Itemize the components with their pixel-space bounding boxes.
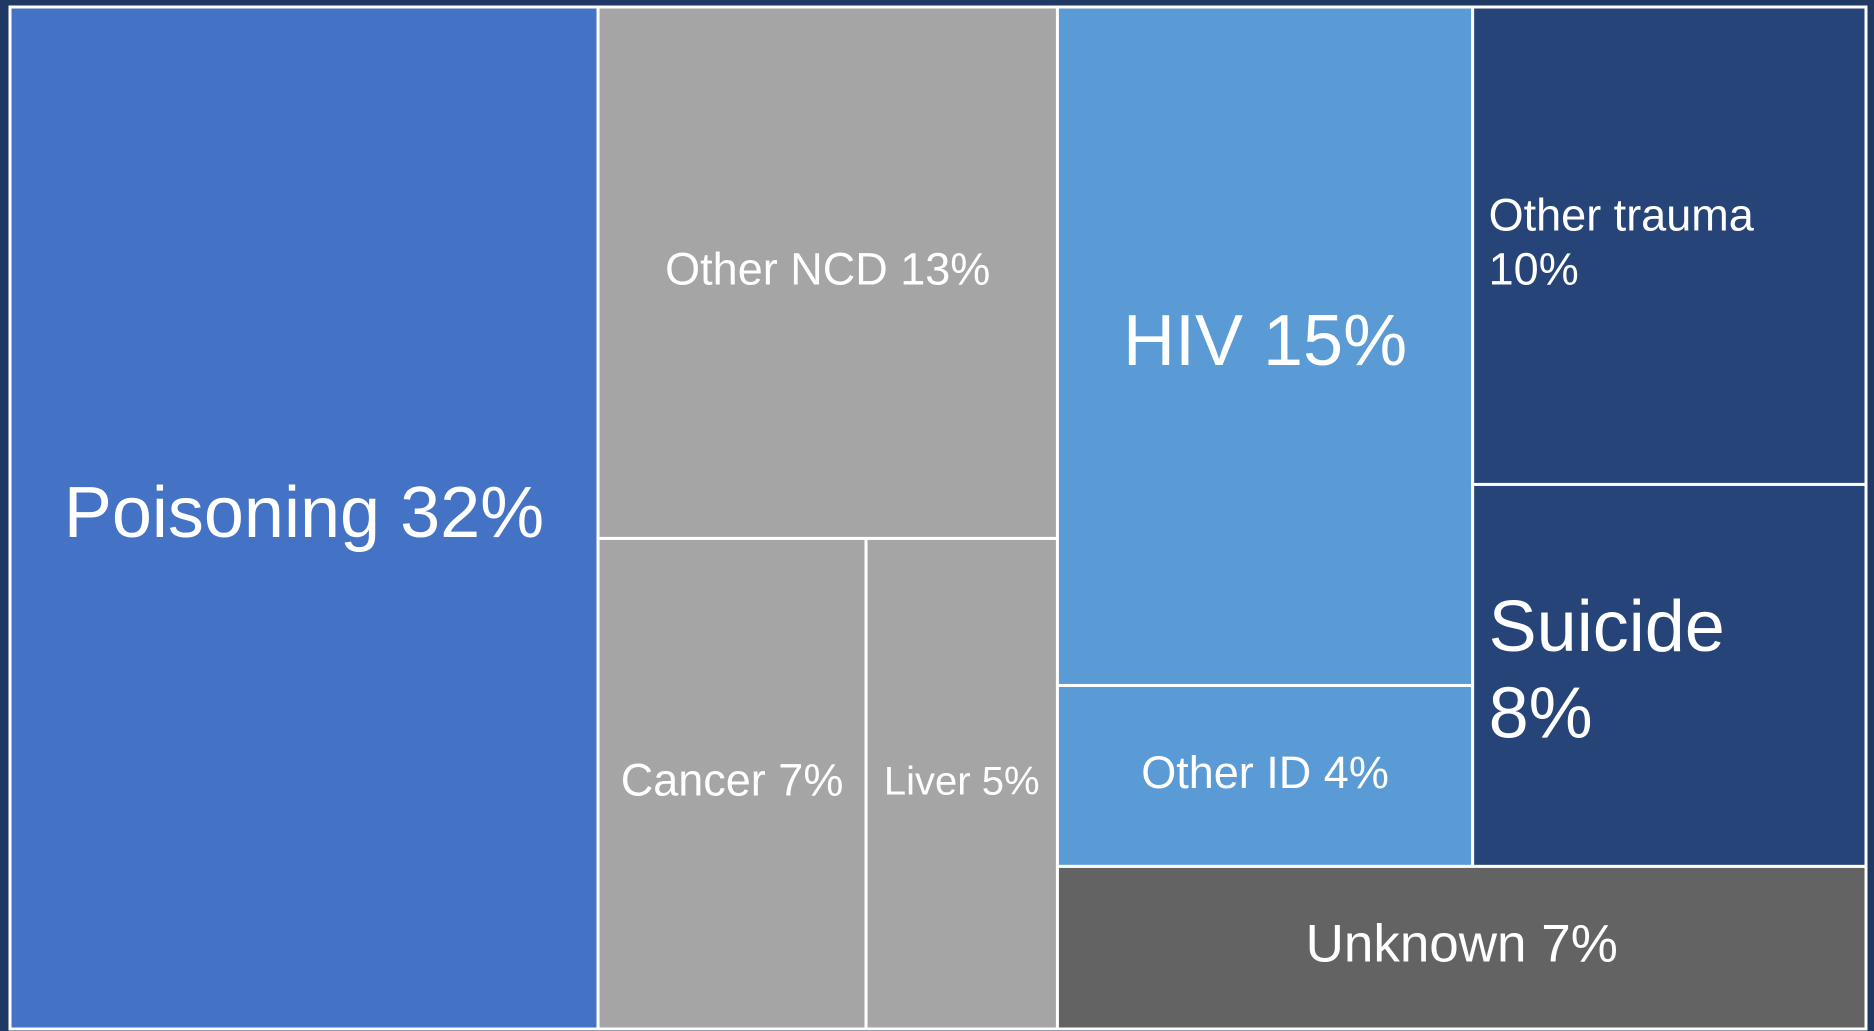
treemap-cell <box>1471 482 1868 868</box>
treemap-cell <box>596 5 1059 540</box>
category-name: Unknown <box>1306 915 1527 974</box>
value-label: 7% <box>778 755 843 806</box>
value-label: 15% <box>1263 301 1407 381</box>
cell-label: Suicide 8% <box>1489 587 1725 753</box>
treemap-cell <box>8 5 600 1031</box>
cell-label: HIV 15% <box>1123 301 1407 381</box>
cell-label: Other ID 4% <box>1141 747 1389 798</box>
cell-label: Poisoning 32% <box>64 473 544 553</box>
value-label: 8% <box>1489 674 1593 754</box>
cell-label: Unknown 7% <box>1306 915 1618 974</box>
cell-label: Liver 5% <box>884 759 1040 803</box>
cell-label: Other trauma 10% <box>1489 190 1755 295</box>
category-name: Other NCD <box>665 244 888 295</box>
category-name: Other ID <box>1141 747 1311 798</box>
category-name: Poisoning <box>64 473 380 553</box>
category-name: Liver <box>884 759 971 803</box>
treemap-cell <box>864 536 1059 1031</box>
category-name: HIV <box>1123 301 1243 381</box>
value-label: 5% <box>982 759 1040 803</box>
value-label: 10% <box>1489 244 1579 295</box>
treemap-cell <box>1471 5 1868 486</box>
category-name: Cancer <box>621 755 766 806</box>
cell-label: Other NCD 13% <box>665 244 990 295</box>
category-name: Other trauma <box>1489 190 1755 241</box>
value-label: 13% <box>900 244 990 295</box>
treemap-cell <box>1055 864 1868 1031</box>
cell-label: Cancer 7% <box>621 755 844 806</box>
category-name: Suicide <box>1489 587 1725 667</box>
value-label: 4% <box>1324 747 1389 798</box>
treemap-cell <box>596 536 868 1031</box>
value-label: 32% <box>400 473 544 553</box>
value-label: 7% <box>1541 915 1618 974</box>
